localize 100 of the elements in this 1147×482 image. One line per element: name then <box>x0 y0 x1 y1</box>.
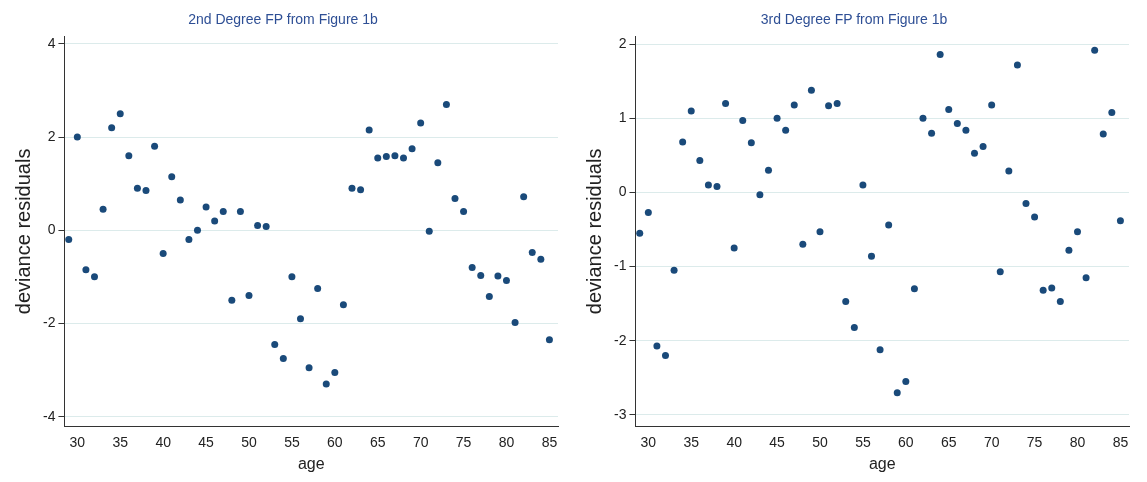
point <box>185 236 193 244</box>
x-tick-label: 60 <box>898 434 914 451</box>
y-tick-label: 0 <box>618 183 627 200</box>
point <box>1005 167 1013 175</box>
point <box>807 86 815 94</box>
x-axis-title: age <box>868 454 896 472</box>
y-tick-label: -4 <box>43 407 56 424</box>
chart-title: 3rd Degree FP from Figure 1b <box>760 11 948 28</box>
y-axis-title: deviance residuals <box>11 148 34 315</box>
point <box>722 100 730 108</box>
y-tick-label: 2 <box>618 35 627 52</box>
point <box>773 114 781 122</box>
point <box>833 100 841 108</box>
point <box>782 126 790 134</box>
point <box>245 291 253 299</box>
point <box>945 105 953 113</box>
point <box>133 184 141 192</box>
point <box>996 268 1004 276</box>
point <box>537 255 545 263</box>
point <box>1039 286 1047 294</box>
point <box>988 101 996 109</box>
point <box>417 119 425 127</box>
point <box>176 196 184 204</box>
point <box>219 208 227 216</box>
x-tick-label: 35 <box>112 434 129 451</box>
point <box>756 191 764 199</box>
point <box>747 139 755 147</box>
y-tick-label: 2 <box>47 127 56 144</box>
point <box>503 277 510 285</box>
point <box>391 152 399 160</box>
point <box>636 229 644 237</box>
y-tick-label: -3 <box>614 405 627 422</box>
point <box>494 272 502 280</box>
point <box>953 120 961 128</box>
x-tick-label: 55 <box>284 434 300 451</box>
y-tick-label: 0 <box>47 221 56 238</box>
x-tick-label: 70 <box>412 434 429 451</box>
point <box>305 364 313 372</box>
chart-title: 2nd Degree FP from Figure 1b <box>188 11 379 28</box>
point <box>142 187 150 195</box>
point <box>365 126 373 134</box>
point <box>1031 213 1039 221</box>
point <box>1056 297 1064 305</box>
point <box>460 208 468 216</box>
point <box>288 273 296 281</box>
point <box>1116 217 1124 225</box>
point <box>790 101 798 109</box>
point <box>82 266 90 274</box>
x-tick-label: 80 <box>498 434 515 451</box>
point <box>1013 61 1021 69</box>
point <box>919 114 927 122</box>
x-tick-label: 85 <box>541 434 558 451</box>
point <box>902 378 910 386</box>
point <box>859 181 867 189</box>
point <box>211 217 219 225</box>
point <box>816 228 824 236</box>
point <box>348 184 356 192</box>
x-tick-label: 85 <box>1112 434 1129 451</box>
x-axis-title: age <box>297 454 325 472</box>
x-tick-label: 65 <box>940 434 957 451</box>
point <box>936 51 944 59</box>
point <box>468 264 476 272</box>
point <box>357 186 365 194</box>
point <box>739 117 747 125</box>
x-tick-label: 50 <box>812 434 828 451</box>
point <box>236 208 244 216</box>
x-tick-label: 30 <box>640 434 657 451</box>
point <box>962 126 970 134</box>
point <box>65 236 73 244</box>
y-tick-label: -1 <box>614 257 627 274</box>
point <box>1108 108 1116 116</box>
point <box>885 221 893 229</box>
x-tick-label: 45 <box>769 434 786 451</box>
point <box>408 145 416 153</box>
point <box>262 223 270 231</box>
point <box>477 271 485 279</box>
point <box>331 368 339 376</box>
point <box>382 153 390 161</box>
point <box>279 354 287 362</box>
point <box>314 285 322 292</box>
point <box>339 301 347 309</box>
point <box>520 193 528 201</box>
point <box>425 227 433 235</box>
x-tick-label: 40 <box>726 434 743 451</box>
point <box>910 285 918 293</box>
point <box>125 152 133 160</box>
x-tick-label: 55 <box>855 434 871 451</box>
x-tick-label: 45 <box>198 434 215 451</box>
point <box>893 389 901 397</box>
point <box>1074 228 1081 236</box>
point <box>704 181 712 189</box>
point <box>1022 200 1030 208</box>
point <box>979 143 987 151</box>
point <box>730 244 738 252</box>
y-tick-label: -2 <box>614 331 627 348</box>
point <box>168 173 176 181</box>
point <box>202 203 210 211</box>
point <box>116 110 124 118</box>
point <box>511 319 519 327</box>
y-axis-title: deviance residuals <box>582 148 605 315</box>
